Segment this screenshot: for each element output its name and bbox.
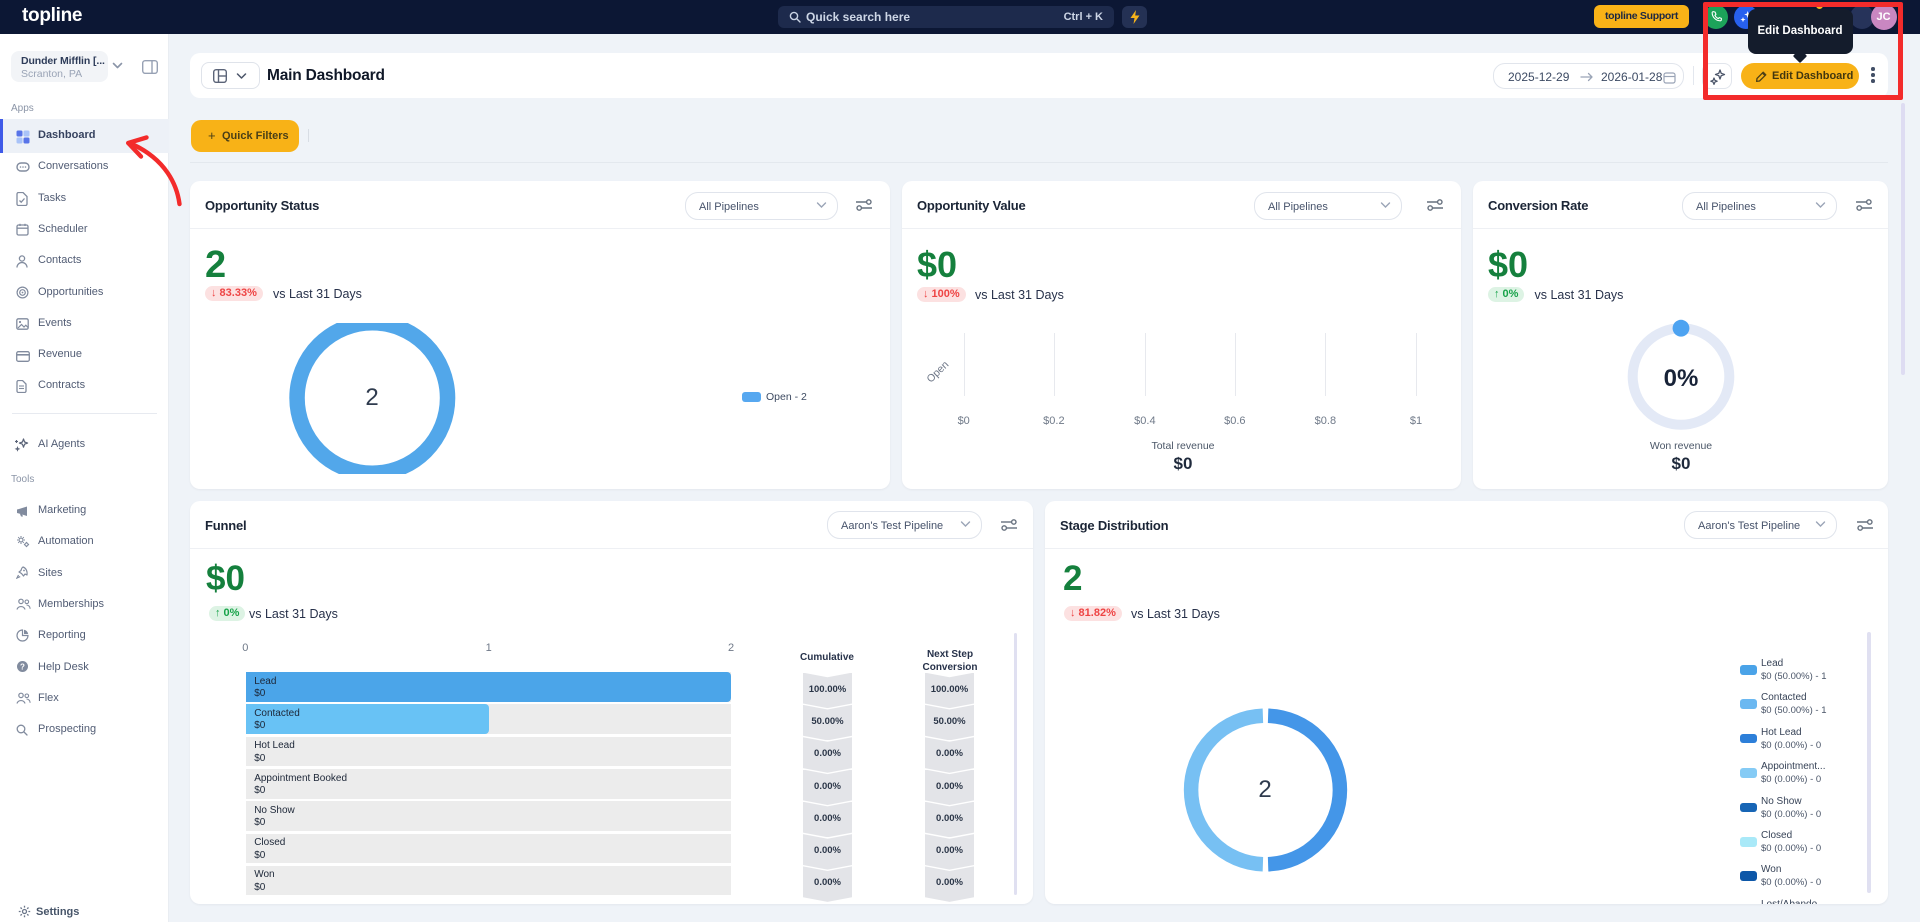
svg-text:?: ?: [20, 662, 25, 671]
